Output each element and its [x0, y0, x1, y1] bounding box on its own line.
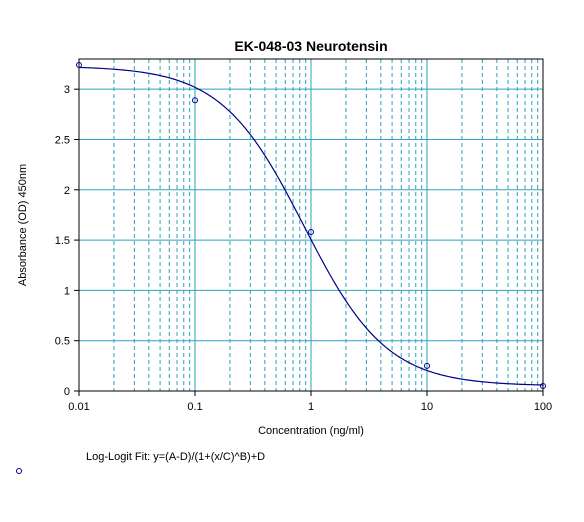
data-point [192, 97, 198, 104]
data-point [424, 362, 430, 369]
axes [74, 58, 544, 396]
data-point [76, 62, 82, 69]
grid [79, 59, 543, 391]
x-tick-labels: 0.01 0.1 1 10 100 [68, 401, 552, 413]
x-axis-label: Concentration (ng/ml) [258, 425, 364, 437]
x-tick-label: 0.01 [68, 401, 89, 413]
data-point [540, 382, 546, 389]
y-axis-label: Absorbance (OD) 450nm [17, 164, 29, 286]
chart-title: EK-048-03 Neurotensin [234, 38, 387, 54]
x-tick-label: 100 [534, 401, 552, 413]
x-tick-label: 1 [308, 401, 314, 413]
legend-marker [16, 468, 22, 474]
y-tick-label: 0 [64, 386, 70, 398]
fit-equation-label: Log-Logit Fit: y=(A-D)/(1+(x/C)^B)+D [86, 451, 265, 463]
y-tick-labels: 0 0.5 1 1.5 2 2.5 3 [55, 84, 70, 398]
x-tick-label: 0.1 [187, 401, 202, 413]
y-tick-label: 1.5 [55, 235, 70, 247]
y-tick-label: 1 [64, 285, 70, 297]
y-tick-label: 2.5 [55, 134, 70, 146]
y-tick-label: 3 [64, 84, 70, 96]
y-tick-label: 2 [64, 185, 70, 197]
data-point [308, 229, 314, 236]
fit-curve [78, 66, 544, 386]
y-tick-label: 0.5 [55, 336, 70, 348]
data-points [76, 62, 546, 389]
x-tick-label: 10 [421, 401, 433, 413]
